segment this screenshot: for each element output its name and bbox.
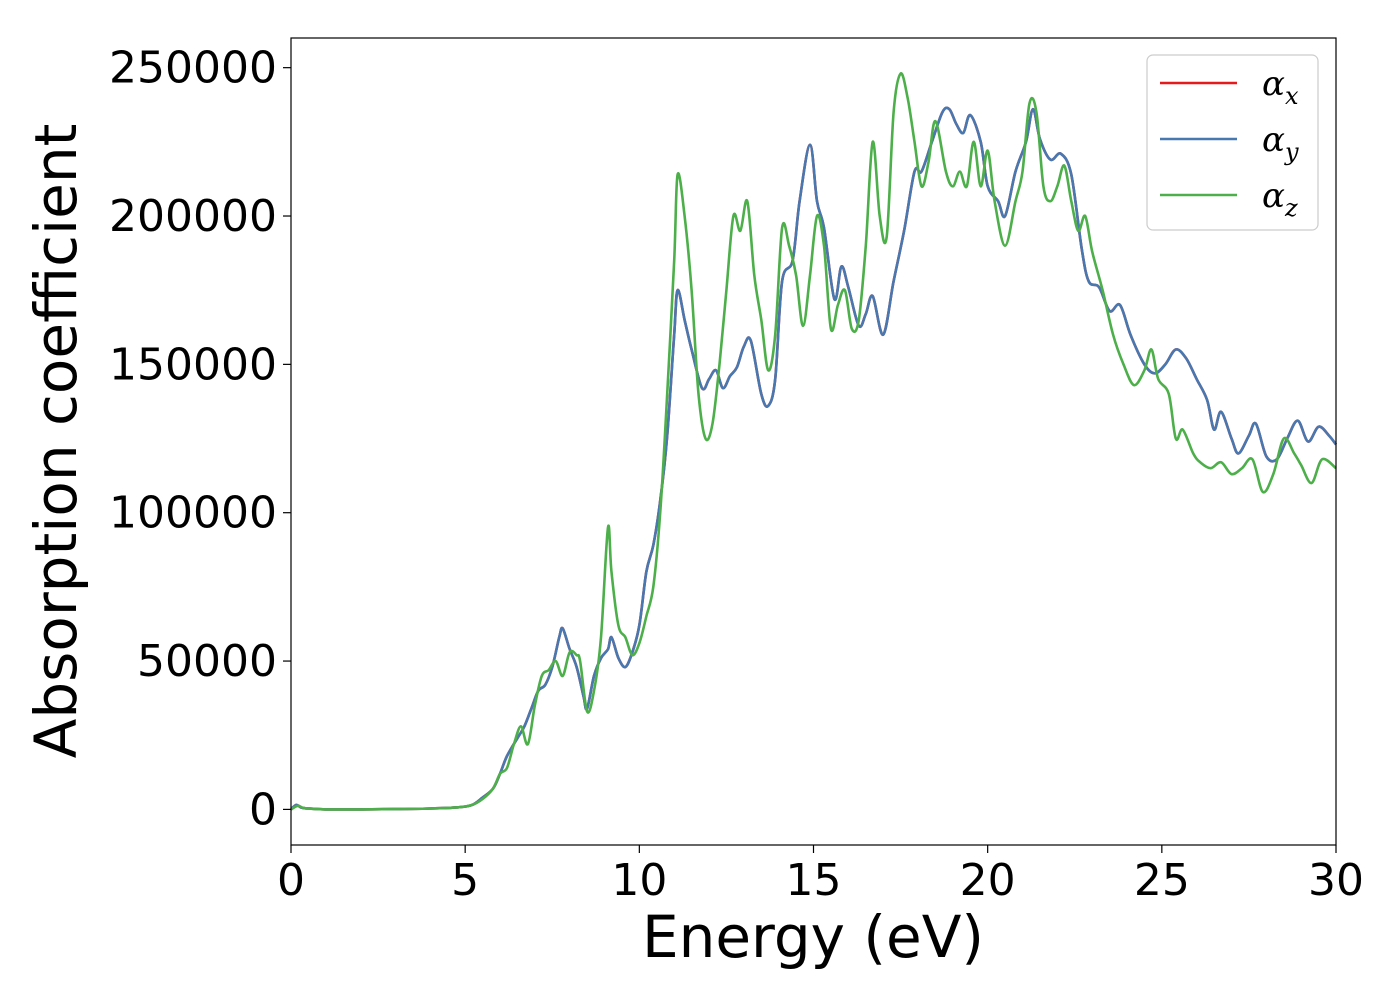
x-tick-label: 20 [960, 855, 1016, 906]
y-tick-label: 200000 [109, 191, 277, 242]
x-tick-label: 15 [786, 855, 842, 906]
x-tick-label: 30 [1308, 855, 1364, 906]
y-tick-label: 250000 [109, 43, 277, 94]
x-tick-label: 5 [451, 855, 479, 906]
x-tick-label: 25 [1134, 855, 1190, 906]
y-axis-ticks: 0 50000 100000 150000 200000 250000 [109, 43, 291, 836]
x-tick-label: 0 [277, 855, 305, 906]
x-axis-ticks: 0 5 10 15 20 25 30 [277, 845, 1364, 906]
y-tick-label: 100000 [109, 488, 277, 539]
y-axis-title: Absorption coefficient [22, 124, 90, 759]
y-tick-label: 0 [249, 784, 277, 835]
x-axis-title: Energy (eV) [642, 903, 984, 971]
x-tick-label: 10 [611, 855, 667, 906]
y-tick-label: 150000 [109, 339, 277, 390]
y-tick-label: 50000 [137, 636, 277, 687]
